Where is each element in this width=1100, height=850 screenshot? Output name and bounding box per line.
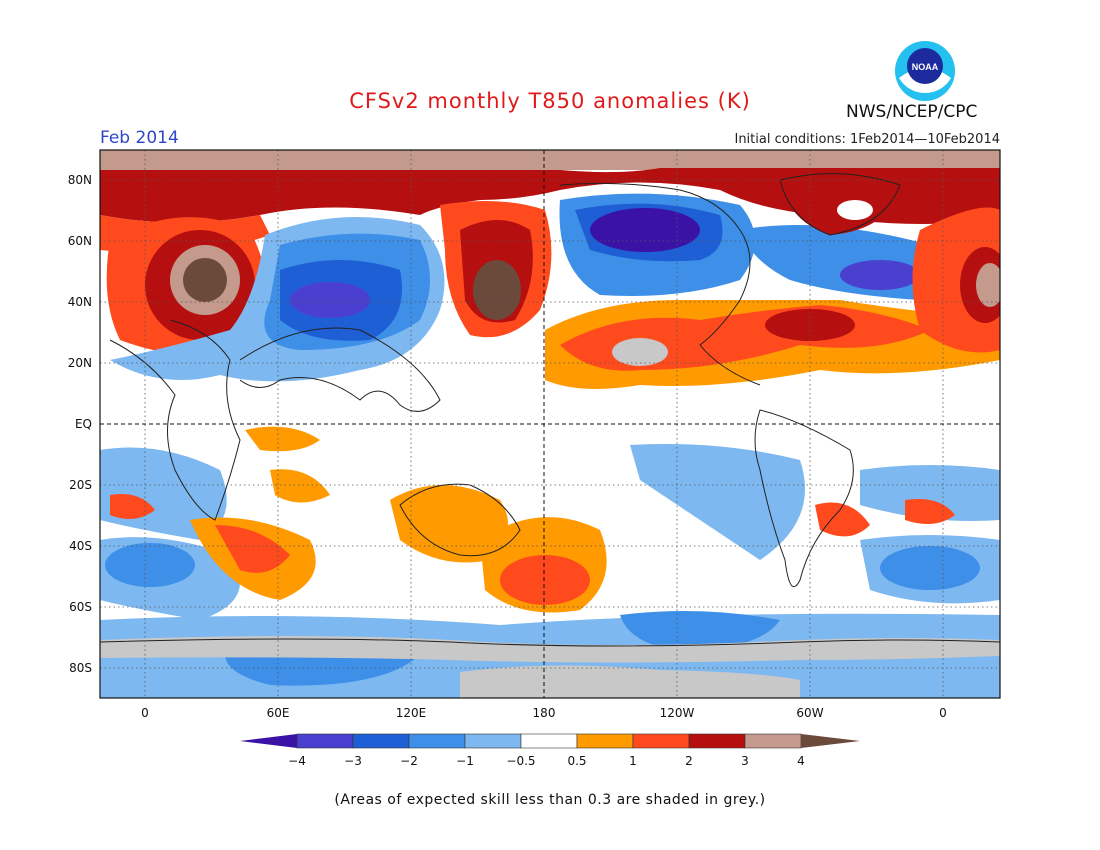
colorbar-label: −3 bbox=[344, 754, 362, 768]
colorbar-label: −4 bbox=[288, 754, 306, 768]
lat-label: 40N bbox=[67, 295, 92, 309]
colorbar-segment bbox=[296, 733, 354, 749]
colorbar-segment bbox=[688, 733, 746, 749]
colorbar-segment bbox=[576, 733, 634, 749]
colorbar-segment bbox=[520, 733, 578, 749]
colorbar-label: 2 bbox=[685, 754, 693, 768]
lon-label: 0 bbox=[141, 706, 149, 720]
lon-label: 0 bbox=[939, 706, 947, 720]
footnote: (Areas of expected skill less than 0.3 a… bbox=[334, 792, 766, 808]
lat-label: 80N bbox=[67, 173, 92, 187]
colorbar-label: −1 bbox=[456, 754, 474, 768]
colorbar-end-low bbox=[240, 734, 297, 748]
colorbar-segment bbox=[632, 733, 690, 749]
noaa-logo-icon: NOAA bbox=[895, 41, 955, 101]
lat-label: 20N bbox=[67, 356, 92, 370]
initial-conditions: Initial conditions: 1Feb2014—10Feb2014 bbox=[734, 132, 1000, 147]
lon-label: 180 bbox=[532, 706, 556, 720]
lat-label: 60N bbox=[67, 234, 92, 248]
month-label: Feb 2014 bbox=[100, 128, 179, 148]
lon-label: 120W bbox=[659, 706, 695, 720]
colorbar-segment bbox=[744, 733, 802, 749]
lon-label: 60W bbox=[796, 706, 824, 720]
colorbar-label: −0.5 bbox=[506, 754, 536, 768]
lon-label: 60E bbox=[266, 706, 290, 720]
lat-label: 60S bbox=[69, 600, 92, 614]
colorbar-label: 0.5 bbox=[567, 754, 587, 768]
colorbar-segment bbox=[352, 733, 410, 749]
lon-label: 120E bbox=[395, 706, 427, 720]
lat-label: 20S bbox=[69, 478, 92, 492]
lat-label: 80S bbox=[69, 661, 92, 675]
colorbar-label: 1 bbox=[629, 754, 637, 768]
colorbar-label: −2 bbox=[400, 754, 418, 768]
lat-label: EQ bbox=[74, 417, 92, 431]
colorbar-segment bbox=[408, 733, 466, 749]
lat-label: 40S bbox=[69, 539, 92, 553]
chart-title: CFSv2 monthly T850 anomalies (K) bbox=[349, 89, 751, 113]
colorbar-end-high bbox=[801, 734, 860, 748]
agency-label: NWS/NCEP/CPC bbox=[846, 102, 978, 122]
svg-text:NOAA: NOAA bbox=[912, 62, 939, 72]
colorbar-label: 3 bbox=[741, 754, 749, 768]
colorbar-segment bbox=[464, 733, 522, 749]
colorbar-label: 4 bbox=[797, 754, 805, 768]
